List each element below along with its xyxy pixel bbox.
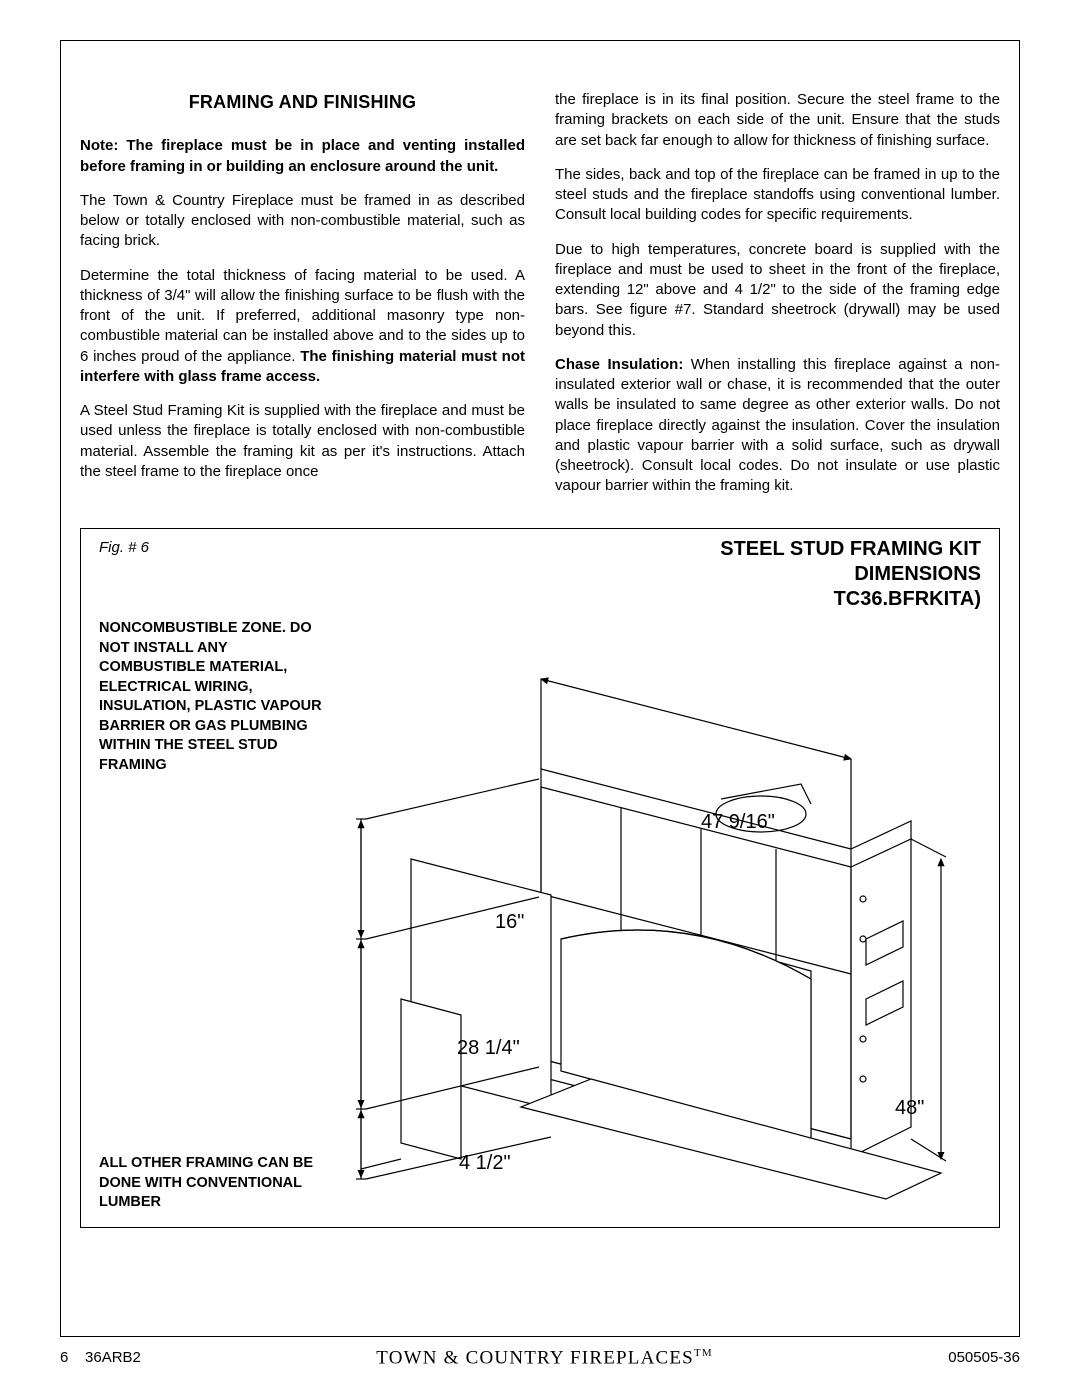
- paragraph: The sides, back and top of the fireplace…: [555, 165, 1000, 226]
- footer-brand: TOWN & COUNTRY FIREPLACESTM: [376, 1347, 713, 1369]
- trademark: TM: [694, 1347, 713, 1359]
- left-column: FRAMING AND FINISHING Note: The fireplac…: [80, 90, 525, 511]
- body-columns: FRAMING AND FINISHING Note: The fireplac…: [80, 90, 1000, 511]
- figure-title-line: DIMENSIONS: [854, 563, 981, 585]
- footer-doc: 050505-36: [948, 1349, 1020, 1366]
- figure-label: Fig. # 6: [99, 539, 149, 556]
- diagram-svg: [291, 639, 951, 1199]
- paragraph: Chase Insulation: When installing this f…: [555, 355, 1000, 497]
- page-number: 6: [60, 1349, 68, 1366]
- figure-title-line: TC36.BFRKITA): [834, 588, 981, 610]
- paragraph: Due to high temperatures, concrete board…: [555, 240, 1000, 341]
- section-title: FRAMING AND FINISHING: [80, 90, 525, 114]
- model-code: 36ARB2: [85, 1349, 141, 1366]
- page-footer: 6 36ARB2 TOWN & COUNTRY FIREPLACESTM 050…: [60, 1347, 1020, 1369]
- brand-text: TOWN & COUNTRY FIREPLACES: [376, 1347, 694, 1368]
- page: FRAMING AND FINISHING Note: The fireplac…: [0, 0, 1080, 1397]
- dimension-28: 28 1/4": [457, 1037, 520, 1060]
- paragraph: Determine the total thickness of facing …: [80, 266, 525, 388]
- paragraph: A Steel Stud Framing Kit is supplied wit…: [80, 401, 525, 482]
- dimension-16: 16": [495, 911, 524, 934]
- dimension-48: 48": [895, 1097, 924, 1120]
- right-column: the fireplace is in its final position. …: [555, 90, 1000, 511]
- figure-box: Fig. # 6 STEEL STUD FRAMING KIT DIMENSIO…: [80, 528, 1000, 1228]
- footer-left: 6 36ARB2: [60, 1349, 141, 1366]
- figure-title-line: STEEL STUD FRAMING KIT: [720, 538, 981, 560]
- note-paragraph: Note: The fireplace must be in place and…: [80, 136, 525, 177]
- dimension-top: 47 9/16": [701, 811, 775, 834]
- dimension-412: 4 1/2": [459, 1152, 511, 1175]
- paragraph: The Town & Country Fireplace must be fra…: [80, 191, 525, 252]
- figure-title: STEEL STUD FRAMING KIT DIMENSIONS TC36.B…: [720, 537, 981, 612]
- paragraph: the fireplace is in its final position. …: [555, 90, 1000, 151]
- text-bold: Chase Insulation:: [555, 356, 683, 373]
- framing-diagram: 47 9/16" 16" 28 1/4" 4 1/2" 48": [291, 639, 951, 1179]
- text: When installing this fireplace against a…: [555, 356, 1000, 495]
